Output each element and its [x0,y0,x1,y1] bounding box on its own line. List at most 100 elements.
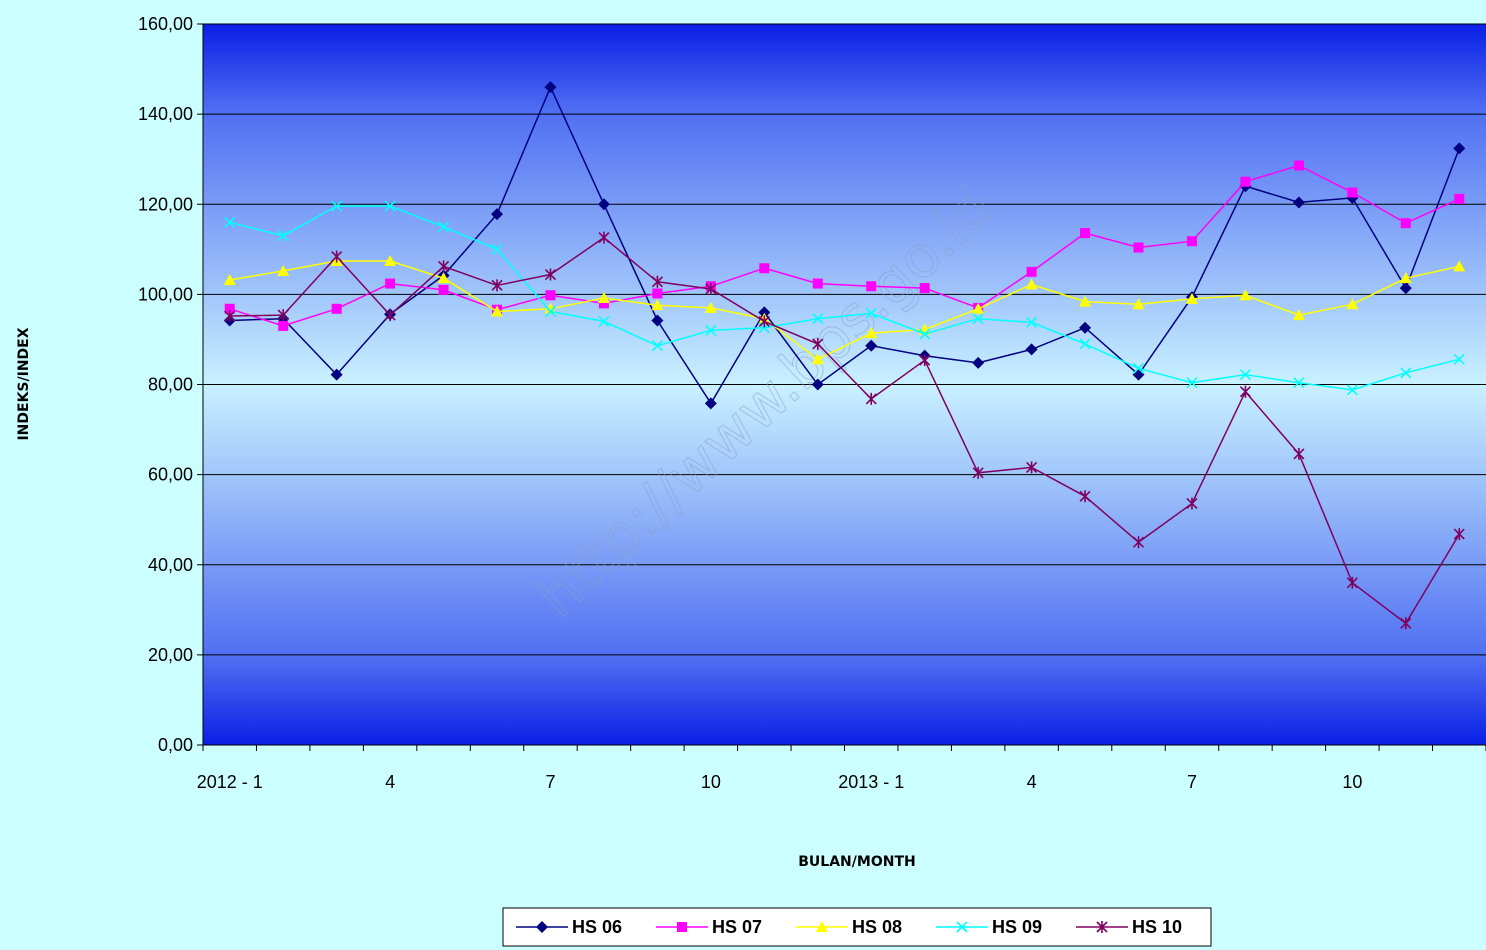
data-point [758,315,770,328]
data-point [1346,298,1359,310]
data-point [1186,497,1198,510]
data-point [704,301,717,313]
data-point [812,337,824,350]
data-point [1240,176,1251,187]
data-point [811,353,824,365]
y-tick-label: 20,00 [148,645,193,665]
series-line [229,205,1460,391]
data-point [812,313,824,325]
data-point [1133,242,1144,253]
x-tick-label: 4 [385,772,395,792]
x-tick-label: 2013 - 1 [838,772,904,792]
data-point [1293,160,1304,171]
legend-label: HS 10 [1132,917,1182,937]
data-point [1453,142,1466,155]
legend-label: HS 06 [572,917,622,937]
data-point [1399,282,1412,295]
data-point [704,397,717,410]
data-point [759,263,770,274]
data-point [1347,187,1358,198]
data-point [1292,196,1305,209]
x-tick-label: 7 [545,772,555,792]
data-point [544,305,557,318]
data-point [277,264,290,276]
x-axis-title: BULAN/MONTH [798,854,915,870]
data-point [544,268,557,281]
y-axis-title: INDEKS/INDEX [16,327,32,440]
data-point [811,378,824,391]
y-tick-labels: 0,00 20,00 40,00 60,00 80,00 100,00 120,00 140,… [138,14,193,755]
data-point [1079,295,1092,307]
data-point [598,315,610,327]
series-line [229,164,1460,327]
legend-item: HS 08 [796,917,902,937]
y-tick-label: 120,00 [138,194,193,214]
y-tick-label: 160,00 [138,14,193,34]
data-point [223,273,236,285]
data-point [544,81,557,94]
data-point [705,282,717,295]
data-point [972,356,985,369]
data-point [812,278,823,289]
data-point [438,284,449,295]
data-point [1186,377,1198,389]
data-point [705,324,717,336]
data-point [437,221,450,233]
data-point [816,921,828,932]
data-point [384,200,396,212]
data-point [651,275,663,288]
legend: HS 06 HS 07 HS 08 HS 09 HS 10 [502,907,1212,947]
x-tick-label: 2012 - 1 [197,772,263,792]
legend-item: HS 07 [656,917,762,937]
data-point [972,313,984,325]
data-point [1026,461,1038,474]
data-point [651,340,663,352]
data-point [1026,316,1038,328]
data-point [331,303,342,314]
x-tick-labels: 2012 - 1 4 7 10 2013 - 1 4 7 10 [197,772,1363,792]
x-tick-label: 10 [1342,772,1362,792]
data-point [1185,292,1198,304]
data-point [277,230,289,242]
data-point [277,309,289,322]
data-point [545,290,556,301]
data-point [1026,266,1037,277]
data-point [865,327,878,339]
x-tick-label: 4 [1027,772,1037,792]
series-layer [223,81,1466,630]
data-point [1132,298,1145,310]
data-point [865,339,878,352]
data-point [224,303,235,314]
data-point [1239,369,1252,381]
data-point [1453,528,1465,541]
y-tick-label: 0,00 [158,735,193,755]
data-point [536,921,548,933]
y-tick-label: 100,00 [138,284,193,304]
data-point [1399,272,1412,284]
x-tick-label: 7 [1187,772,1197,792]
data-point [865,392,877,405]
data-point [491,208,504,221]
series-hs-06 [223,81,1466,410]
data-point [1132,362,1145,374]
data-point [758,306,771,319]
data-point [865,307,877,319]
y-tick-label: 60,00 [148,465,193,485]
data-point [972,302,985,314]
data-point [437,260,450,273]
legend-item: HS 06 [516,917,622,937]
data-point [1454,193,1465,204]
data-point [491,279,503,292]
data-point [224,216,236,228]
data-point [384,255,397,267]
data-point [598,231,610,244]
data-point [651,299,664,311]
data-point [919,283,930,294]
data-point [866,281,877,292]
data-point [972,466,984,479]
data-point [1186,236,1197,247]
data-point [677,922,687,932]
series-line [229,85,1461,405]
data-point [491,243,503,255]
